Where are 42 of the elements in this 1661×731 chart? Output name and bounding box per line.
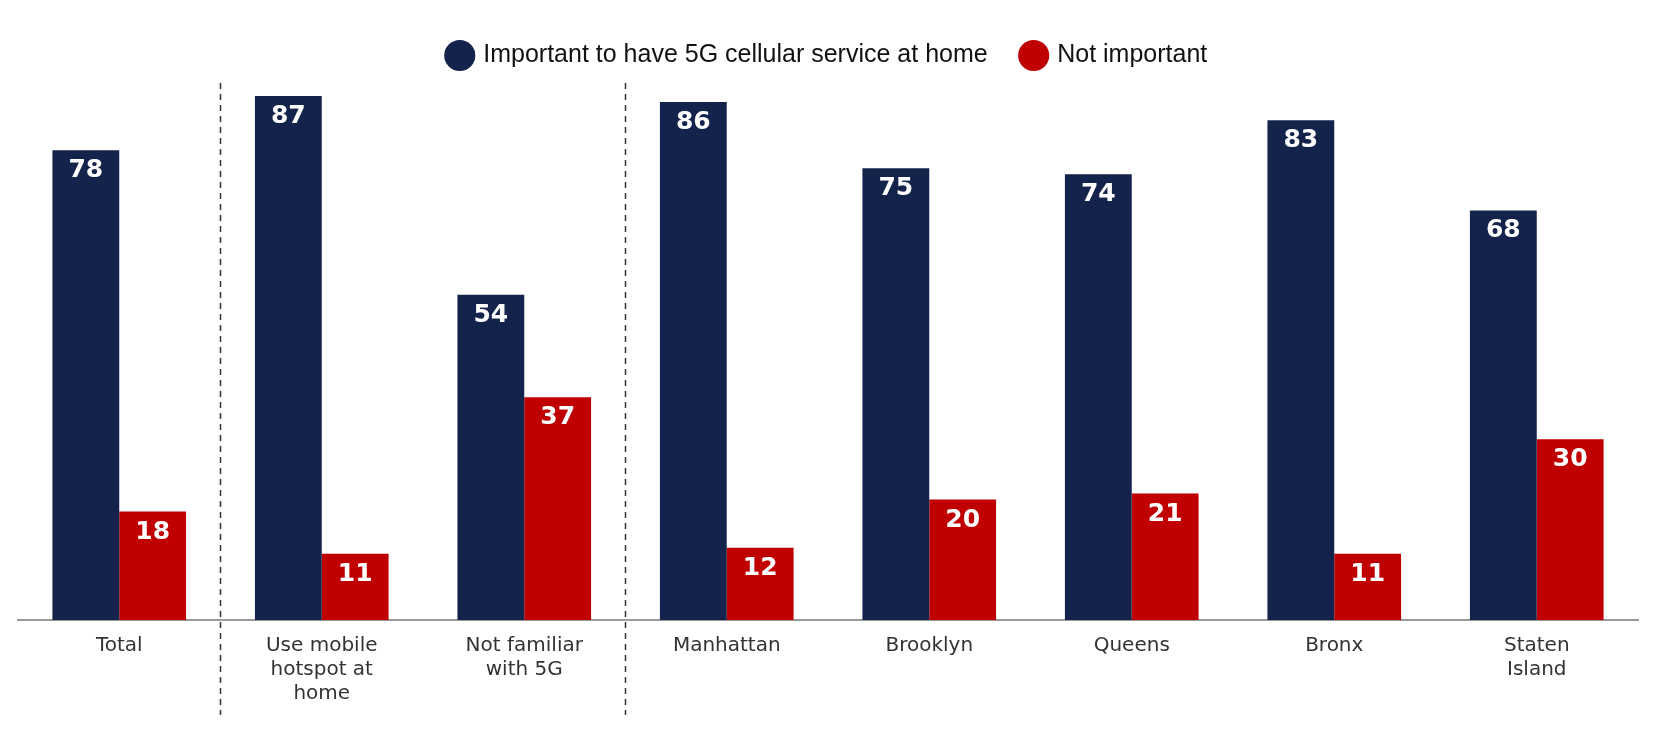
data-label: 11 [1350,557,1386,587]
data-label: 83 [1283,124,1319,154]
x-tick-label: Total [94,632,143,657]
data-label: 68 [1485,214,1521,244]
data-label: 74 [1080,178,1116,208]
bar [1267,120,1335,620]
bar [1064,174,1132,620]
bar [1536,439,1604,620]
data-label: 86 [675,106,711,136]
bar [119,511,187,620]
data-label: 37 [540,401,576,431]
bar [929,499,997,620]
bar [254,96,322,620]
bar [726,547,794,620]
x-tick-label: Bronx [1305,632,1364,657]
x-tick-label: Use mobile hotspot at home [265,632,378,705]
data-label: 11 [337,557,373,587]
data-label: 18 [135,515,171,545]
data-label: 20 [945,503,981,533]
x-tick-label: Queens [1093,632,1170,657]
bar [659,102,727,620]
bar [321,553,389,620]
bar [1131,493,1199,620]
x-tick-label: Manhattan [672,632,781,657]
legend-label: Not important [1057,39,1208,68]
data-label: 75 [878,172,914,202]
bar [1469,210,1537,620]
bar [457,294,525,620]
data-label: 21 [1147,497,1183,527]
x-tick-label: Brooklyn [885,632,974,657]
data-label: 78 [68,154,104,184]
data-label: 87 [270,100,306,130]
data-label: 54 [473,298,509,328]
data-label: 30 [1552,443,1588,473]
bar [524,397,592,620]
data-label: 12 [742,551,778,581]
bar [1334,553,1402,620]
legend-label: Important to have 5G cellular service at home [483,39,988,68]
x-tick-label: Staten Island [1503,632,1570,681]
bar [52,150,120,620]
x-tick-label: Not familiar with 5G [465,632,584,681]
bar [862,168,930,620]
